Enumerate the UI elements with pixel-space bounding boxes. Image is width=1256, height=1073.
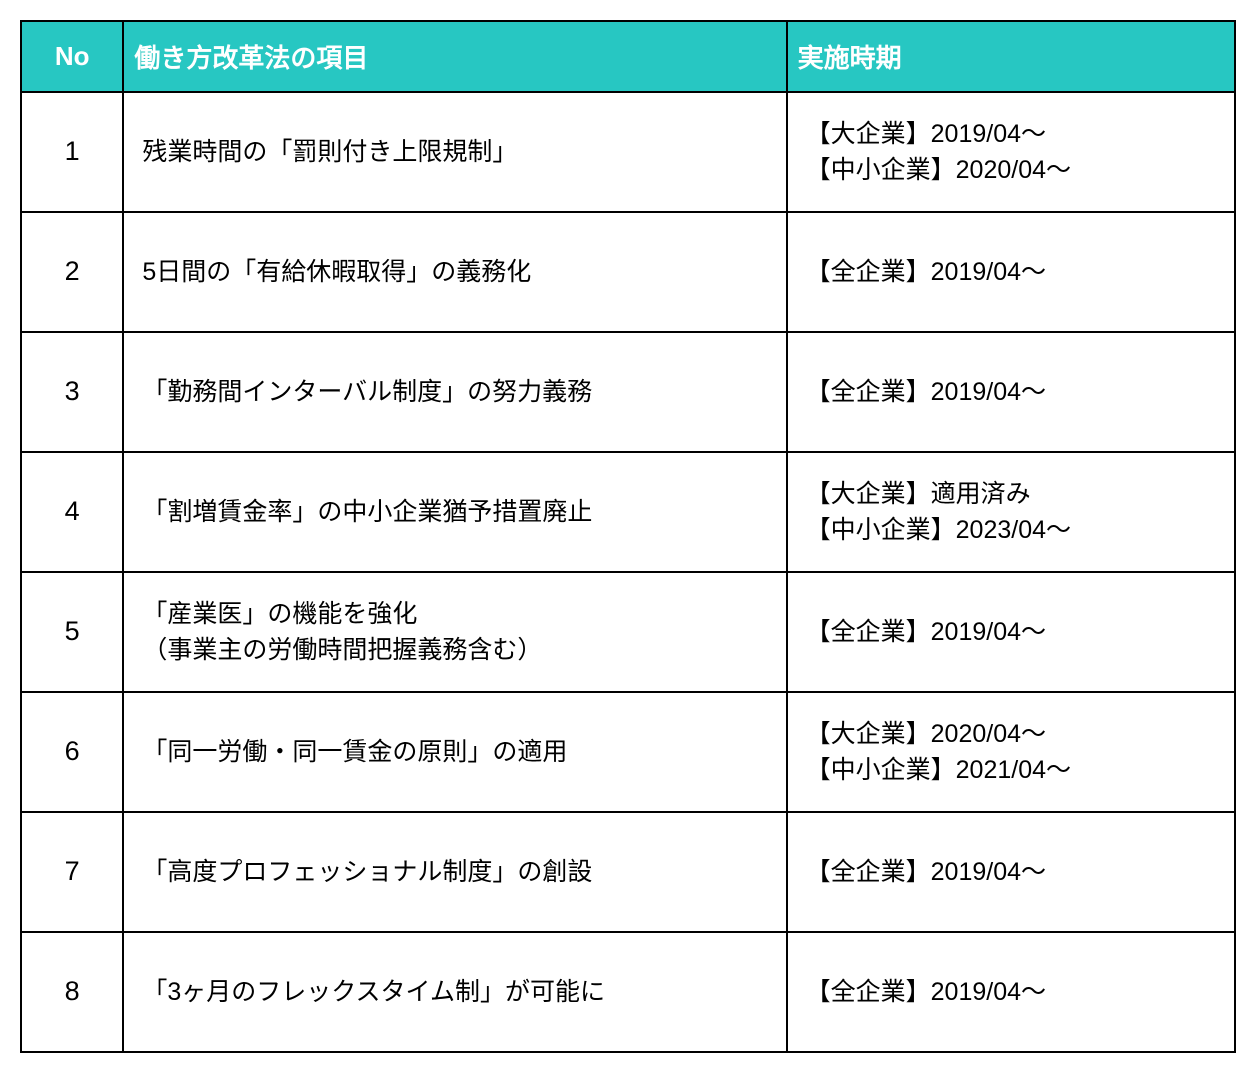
cell-no: 7 bbox=[21, 812, 123, 932]
table-row: 5 「産業医」の機能を強化（事業主の労働時間把握義務含む） 【全企業】2019/… bbox=[21, 572, 1235, 692]
cell-no: 2 bbox=[21, 212, 123, 332]
header-no: No bbox=[21, 21, 123, 92]
cell-date: 【大企業】2020/04〜【中小企業】2021/04〜 bbox=[787, 692, 1235, 812]
cell-no: 5 bbox=[21, 572, 123, 692]
cell-item: 「3ヶ月のフレックスタイム制」が可能に bbox=[123, 932, 786, 1052]
table-row: 6 「同一労働・同一賃金の原則」の適用 【大企業】2020/04〜【中小企業】2… bbox=[21, 692, 1235, 812]
cell-no: 1 bbox=[21, 92, 123, 212]
cell-date: 【全企業】2019/04〜 bbox=[787, 932, 1235, 1052]
table-row: 2 5日間の「有給休暇取得」の義務化 【全企業】2019/04〜 bbox=[21, 212, 1235, 332]
table-body: 1 残業時間の「罰則付き上限規制」 【大企業】2019/04〜【中小企業】202… bbox=[21, 92, 1235, 1052]
cell-item: 「高度プロフェッショナル制度」の創設 bbox=[123, 812, 786, 932]
cell-date: 【全企業】2019/04〜 bbox=[787, 812, 1235, 932]
cell-item: 「割増賃金率」の中小企業猶予措置廃止 bbox=[123, 452, 786, 572]
cell-no: 8 bbox=[21, 932, 123, 1052]
cell-date: 【大企業】適用済み【中小企業】2023/04〜 bbox=[787, 452, 1235, 572]
cell-no: 3 bbox=[21, 332, 123, 452]
cell-date: 【全企業】2019/04〜 bbox=[787, 332, 1235, 452]
header-item: 働き方改革法の項目 bbox=[123, 21, 786, 92]
cell-date: 【大企業】2019/04〜【中小企業】2020/04〜 bbox=[787, 92, 1235, 212]
header-date: 実施時期 bbox=[787, 21, 1235, 92]
cell-item: 「勤務間インターバル制度」の努力義務 bbox=[123, 332, 786, 452]
cell-date: 【全企業】2019/04〜 bbox=[787, 572, 1235, 692]
cell-no: 4 bbox=[21, 452, 123, 572]
table-header-row: No 働き方改革法の項目 実施時期 bbox=[21, 21, 1235, 92]
cell-item: 「産業医」の機能を強化（事業主の労働時間把握義務含む） bbox=[123, 572, 786, 692]
table-row: 4 「割増賃金率」の中小企業猶予措置廃止 【大企業】適用済み【中小企業】2023… bbox=[21, 452, 1235, 572]
cell-item: 「同一労働・同一賃金の原則」の適用 bbox=[123, 692, 786, 812]
table-row: 7 「高度プロフェッショナル制度」の創設 【全企業】2019/04〜 bbox=[21, 812, 1235, 932]
cell-date: 【全企業】2019/04〜 bbox=[787, 212, 1235, 332]
work-reform-table: No 働き方改革法の項目 実施時期 1 残業時間の「罰則付き上限規制」 【大企業… bbox=[20, 20, 1236, 1053]
table-row: 1 残業時間の「罰則付き上限規制」 【大企業】2019/04〜【中小企業】202… bbox=[21, 92, 1235, 212]
table-row: 8 「3ヶ月のフレックスタイム制」が可能に 【全企業】2019/04〜 bbox=[21, 932, 1235, 1052]
cell-item: 残業時間の「罰則付き上限規制」 bbox=[123, 92, 786, 212]
work-reform-table-container: No 働き方改革法の項目 実施時期 1 残業時間の「罰則付き上限規制」 【大企業… bbox=[20, 20, 1236, 1053]
cell-item: 5日間の「有給休暇取得」の義務化 bbox=[123, 212, 786, 332]
table-row: 3 「勤務間インターバル制度」の努力義務 【全企業】2019/04〜 bbox=[21, 332, 1235, 452]
cell-no: 6 bbox=[21, 692, 123, 812]
table-header: No 働き方改革法の項目 実施時期 bbox=[21, 21, 1235, 92]
